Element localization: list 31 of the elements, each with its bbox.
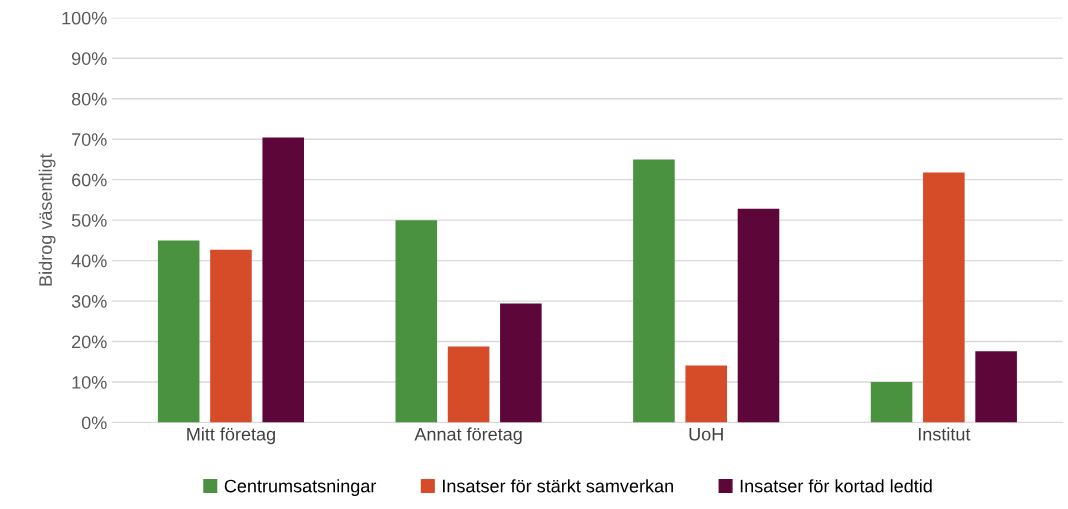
y-tick-label: 100% [62, 11, 107, 25]
y-tick-label: 0% [81, 416, 107, 430]
bar [923, 172, 965, 423]
x-tick-label: UoH [689, 427, 723, 441]
bar [633, 159, 675, 423]
bar [262, 137, 305, 423]
legend-label: Insatser för kortad ledtid [740, 479, 932, 493]
bar [685, 365, 728, 423]
y-tick-label: 30% [71, 295, 107, 308]
bar [157, 240, 200, 423]
bar [500, 303, 542, 423]
y-tick-label: 80% [71, 92, 107, 106]
y-tick-label: 60% [72, 173, 107, 187]
y-tick-label: 20% [72, 335, 107, 349]
bar [210, 249, 252, 423]
bar [447, 346, 490, 423]
x-tick-label: Annat företag [414, 427, 522, 445]
y-axis-title: Bidrog väsentligt [38, 153, 56, 286]
x-tick-label: Mitt företag [187, 427, 275, 445]
legend-label: Centrumsatsningar [224, 479, 377, 497]
y-tick-label: 40% [71, 254, 107, 268]
bar [975, 351, 1017, 423]
y-tick-label: 70% [72, 133, 107, 146]
y-tick-label: 10% [72, 375, 107, 389]
bar [395, 220, 438, 423]
y-tick-label: 90% [71, 52, 107, 65]
legend-label: Insatser för stärkt samverkan [443, 479, 673, 493]
x-tick-label: Institut [918, 427, 971, 441]
bar [737, 208, 780, 423]
bar [870, 382, 913, 423]
y-tick-label: 50% [71, 214, 107, 227]
